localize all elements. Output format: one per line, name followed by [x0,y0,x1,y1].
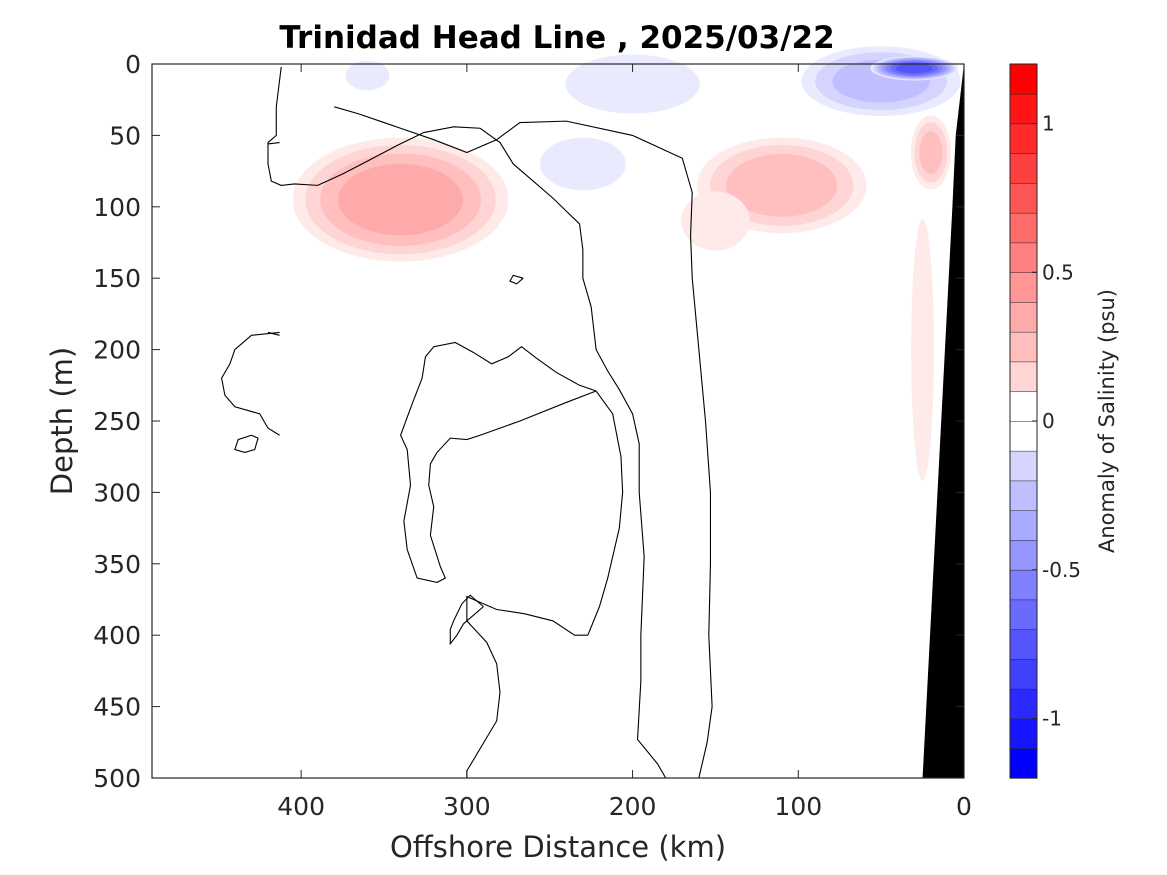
colorbar-segment [1009,242,1038,273]
zero-contour-line [509,274,524,285]
y-tick-label: 250 [93,407,141,436]
colorbar-segment [1009,539,1038,571]
y-axis: 0 50 100 150 200 250 300 350 400 450 500 [93,50,964,793]
colorbar: 1 0.5 0 -0.5 -1 [1009,63,1081,779]
zero-contour-line [334,106,713,779]
y-tick-label: 450 [93,693,141,722]
colorbar-segment [1009,748,1038,779]
anomaly-level-4 [911,218,934,481]
colorbar-segment [1009,331,1038,363]
y-tick-label: 300 [93,478,141,507]
y-axis-label: Depth (m) [45,347,79,495]
anomaly-level-6 [895,63,933,74]
colorbar-segment [1009,450,1038,482]
colorbar-tick-label: 0 [1042,409,1055,433]
colorbar-segment [1009,569,1038,601]
colorbar-label: Anomaly of Salinity (psu) [1095,289,1119,553]
colorbar-segment [1009,93,1038,125]
zero-contour-line [399,341,597,583]
y-tick-label: 500 [93,764,141,793]
x-tick-label: 300 [443,792,491,821]
colorbar-segment [1009,301,1038,333]
colorbar-segment [1009,510,1038,541]
x-axis: 400 300 200 100 0 [277,64,972,821]
x-tick-label: 0 [956,792,972,821]
colorbar-tick-label: -0.5 [1042,558,1081,582]
anomaly-level-9 [345,60,390,91]
colorbar-segment [1009,272,1038,303]
plot-area [152,46,964,779]
y-tick-label: 200 [93,336,141,365]
y-tick-label: 400 [93,621,141,650]
anomaly-level-3 [919,131,943,174]
colorbar-segment [1009,688,1038,720]
zero-contour-line [587,390,624,636]
colorbar-segment [1009,599,1038,630]
colorbar-segment [1009,420,1038,452]
x-axis-label: Offshore Distance (km) [390,830,726,864]
zero-contour-line [267,141,280,145]
colorbar-segment [1009,182,1038,214]
colorbar-segment [1009,212,1038,244]
anomaly-level-7 [565,54,700,114]
colorbar-segment [1009,63,1038,95]
y-tick-label: 0 [125,50,141,79]
y-tick-label: 50 [109,121,141,150]
x-tick-label: 200 [609,792,657,821]
chart-title: Trinidad Head Line , 2025/03/22 [279,20,834,56]
colorbar-segment [1009,658,1038,690]
zero-contour-line [221,331,280,436]
zero-contours [221,66,713,779]
colorbar-tick-label: -1 [1042,707,1062,731]
colorbar-tick-label: 0.5 [1042,260,1074,284]
anomaly-level-8 [540,137,626,191]
colorbar-segment [1009,391,1038,422]
anomaly-level-0 [338,163,463,236]
colorbar-segment [1009,361,1038,392]
y-tick-label: 150 [93,264,141,293]
zero-contour-line [466,595,588,778]
anomaly-field [292,46,961,481]
y-tick-label: 100 [93,193,141,222]
land-bathymetry [922,64,964,778]
anomaly-level-1 [726,154,838,217]
colorbar-segment [1009,629,1038,660]
colorbar-segment [1009,153,1038,184]
colorbar-segment [1009,718,1038,749]
colorbar-tick-label: 1 [1042,112,1055,136]
zero-contour-line [234,434,259,453]
anomaly-level-2 [681,191,750,251]
x-tick-label: 100 [774,792,822,821]
colorbar-segment [1009,123,1038,154]
y-tick-label: 350 [93,550,141,579]
zero-contour-line [267,66,667,779]
x-tick-label: 400 [277,792,325,821]
zero-contour-line [449,594,484,646]
colorbar-segment [1009,480,1038,511]
